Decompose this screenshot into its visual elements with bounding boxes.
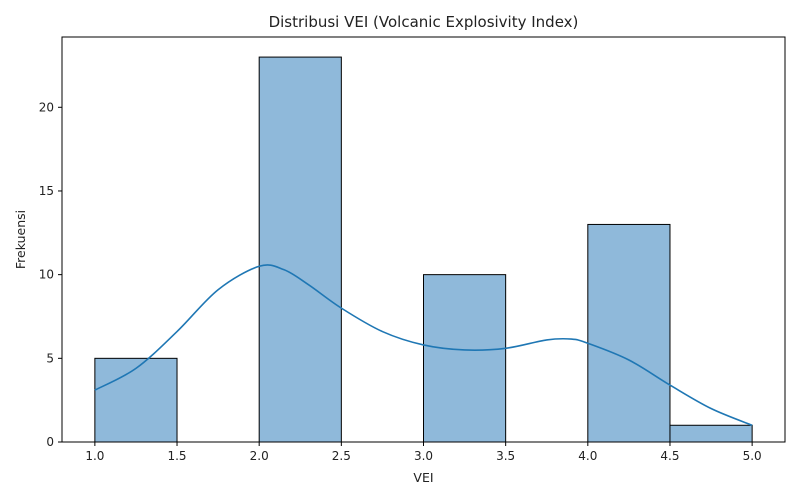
y-tick-label: 20 [39,100,54,114]
x-tick-label: 3.0 [414,449,433,463]
x-tick-label: 4.5 [660,449,679,463]
x-axis-label: VEI [413,470,433,485]
y-tick-label: 5 [46,351,54,365]
x-tick-label: 5.0 [743,449,762,463]
x-tick-label: 2.5 [332,449,351,463]
histogram-bar-4 [423,274,507,443]
x-tick-label: 3.5 [496,449,515,463]
y-axis-label: Frekuensi [13,210,28,269]
histogram-bar-2 [258,56,342,443]
bars-group [94,56,753,443]
histogram-bar-6 [587,223,671,443]
kde-group [94,264,753,427]
y-axis-ticks: 0 5 10 15 20 [39,100,62,449]
x-tick-label: 2.0 [250,449,269,463]
histogram-bar-7 [669,424,753,443]
y-tick-label: 10 [39,268,54,282]
x-tick-label: 4.0 [578,449,597,463]
x-tick-label: 1.0 [85,449,104,463]
kde-line [94,264,753,427]
chart-title: Distribusi VEI (Volcanic Explosivity Ind… [269,13,579,31]
y-tick-label: 15 [39,184,54,198]
x-tick-label: 1.5 [167,449,186,463]
x-axis-ticks: 1.0 1.5 2.0 2.5 3.0 3.5 4.0 4.5 5.0 [85,442,762,463]
y-tick-label: 0 [46,435,54,449]
histogram-bar-0 [94,357,178,443]
